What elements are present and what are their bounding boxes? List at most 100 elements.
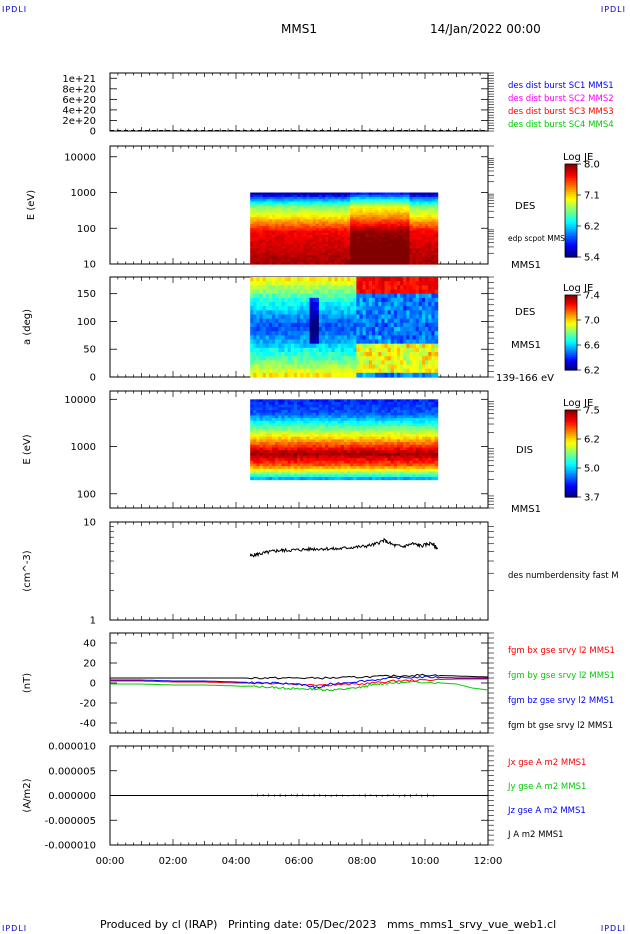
spectrogram-cell [347, 285, 351, 291]
spectrogram-cell [275, 237, 279, 241]
spectrogram-cell [415, 239, 420, 243]
spectrogram-cell [284, 466, 289, 470]
spectrogram-cell [340, 452, 345, 457]
spectrogram-cell [368, 285, 373, 291]
spectrogram-cell [393, 255, 398, 258]
spectrogram-cell [359, 347, 364, 353]
spectrogram-cell [431, 205, 436, 209]
spectrogram-cell [350, 255, 354, 258]
spectrogram-cell [312, 250, 317, 254]
spectrogram-cell [368, 243, 373, 247]
spectrogram-cell [318, 293, 323, 299]
spectrogram-cell [265, 452, 270, 457]
spectrogram-cell [281, 368, 286, 374]
spectrogram-cell [337, 404, 342, 408]
spectrogram-cell [322, 318, 326, 324]
spectrogram-cell [306, 208, 311, 211]
spectrogram-cell [256, 219, 261, 223]
spectrogram-cell [421, 250, 426, 254]
spectrogram-cell [400, 219, 404, 223]
spectrogram-cell [322, 343, 326, 349]
spectrogram-cell [325, 339, 329, 345]
spectrogram-cell [265, 474, 270, 478]
spectrogram-cell [412, 214, 417, 218]
spectrogram-cell [262, 474, 267, 478]
spectrogram-cell [287, 356, 292, 361]
spectrogram-cell [359, 306, 364, 311]
spectrogram-cell [272, 339, 276, 345]
spectrogram-cell [334, 205, 339, 209]
spectrogram-cell [306, 442, 311, 446]
spectrogram-cell [328, 194, 332, 198]
spectrogram-cell [290, 310, 295, 316]
spectrogram-cell [293, 237, 298, 241]
spectrogram-cell [378, 360, 382, 366]
spectrogram-cell [309, 214, 314, 218]
spectrogram-cell [325, 452, 329, 457]
spectrogram-cell [375, 293, 379, 299]
spectrogram-cell [256, 259, 261, 263]
spectrogram-cell [353, 364, 357, 370]
spectrogram-cell [253, 234, 258, 238]
spectrogram-cell [318, 458, 323, 462]
spectrogram-cell [328, 293, 332, 299]
spectrogram-cell [262, 439, 267, 443]
spectrogram-cell [284, 219, 289, 223]
spectrogram-cell [347, 302, 351, 307]
spectrogram-cell [368, 237, 373, 241]
spectrogram-cell [306, 314, 311, 320]
spectrogram-cell [272, 314, 276, 320]
spectrogram-cell [265, 289, 270, 295]
spectrogram-cell [318, 237, 323, 241]
spectrogram-cell [390, 248, 395, 252]
spectrogram-cell [390, 352, 395, 357]
spectrogram-cell [372, 314, 376, 320]
spectrogram-cell [421, 372, 426, 378]
spectrogram-cell [390, 201, 395, 205]
spectrogram-cell [393, 302, 398, 307]
spectrogram-cell [284, 203, 289, 207]
spectrogram-cell [331, 281, 336, 286]
spectrogram-cell [303, 356, 308, 361]
spectrogram-cell [343, 399, 348, 403]
spectrogram-cell [331, 285, 336, 291]
spectrogram-cell [328, 401, 332, 406]
spectrogram-cell [347, 452, 351, 457]
spectrogram-cell [378, 289, 382, 295]
spectrogram-cell [393, 364, 398, 370]
spectrogram-cell [412, 201, 417, 205]
spectrogram-cell [372, 364, 376, 370]
spectrogram-cell [315, 343, 320, 349]
spectrogram-cell [287, 261, 292, 265]
spectrogram-cell [409, 250, 414, 254]
spectrogram-cell [278, 468, 283, 473]
spectrogram-cell [396, 327, 401, 332]
spectrogram-cell [418, 327, 423, 332]
spectrogram-cell [312, 404, 317, 408]
spectrogram-cell [309, 423, 314, 427]
spectrogram-cell [340, 410, 345, 414]
spectrogram-cell [290, 412, 295, 416]
spectrogram-cell [262, 471, 267, 475]
spectrogram-cell [272, 252, 276, 256]
spectrogram-cell [353, 368, 357, 374]
spectrogram-cell [350, 415, 354, 419]
spectrogram-cell [403, 194, 407, 198]
spectrogram-cell [340, 192, 345, 196]
spectrogram-cell [268, 322, 273, 328]
spectrogram-cell [306, 221, 311, 225]
spectrogram-cell [315, 471, 320, 475]
spectrogram-cell [356, 199, 361, 203]
spectrogram-cell [275, 442, 279, 446]
spectrogram-cell [293, 364, 298, 370]
spectrogram-cell [421, 368, 426, 374]
spectrogram-cell [284, 285, 289, 291]
spectrogram-cell [315, 347, 320, 353]
spectrogram-cell [415, 255, 420, 258]
spectrogram-cell [290, 234, 295, 238]
spectrogram-cell [362, 285, 367, 291]
spectrogram-cell [293, 314, 298, 320]
spectrogram-cell [297, 228, 301, 232]
spectrogram-cell [284, 293, 289, 299]
spectrogram-cell [409, 293, 414, 299]
